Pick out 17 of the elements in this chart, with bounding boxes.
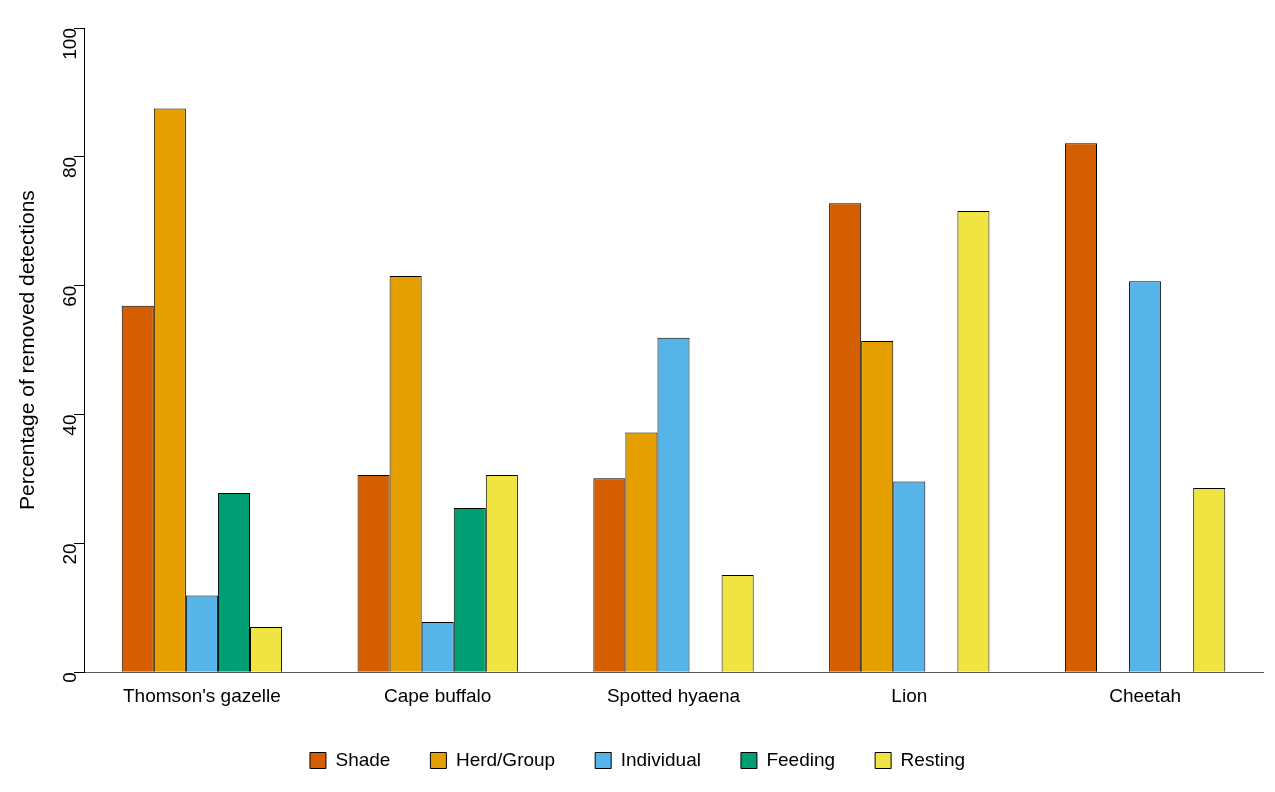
legend-label: Shade — [335, 748, 391, 770]
x-tick-label: Cape buffalo — [384, 684, 492, 706]
legend-label: Resting — [900, 748, 966, 770]
legend-label: Herd/Group — [455, 748, 556, 770]
y-tick-label: 80 — [59, 156, 81, 178]
y-tick-label: 40 — [59, 414, 81, 436]
x-tick-label: Spotted hyaena — [606, 684, 741, 706]
x-tick-label: Cheetah — [1109, 684, 1182, 706]
legend-label: Individual — [620, 748, 701, 770]
y-tick-label: 0 — [59, 672, 81, 683]
x-tick-label: Lion — [891, 684, 928, 706]
legend-label: Feeding — [766, 748, 836, 770]
y-axis-title: Percentage of removed detections — [15, 190, 39, 511]
y-tick-label: 100 — [59, 28, 81, 60]
y-tick-label: 20 — [59, 543, 81, 565]
x-tick-label: Thomson's gazelle — [122, 684, 281, 706]
y-tick-label: 60 — [59, 285, 81, 307]
